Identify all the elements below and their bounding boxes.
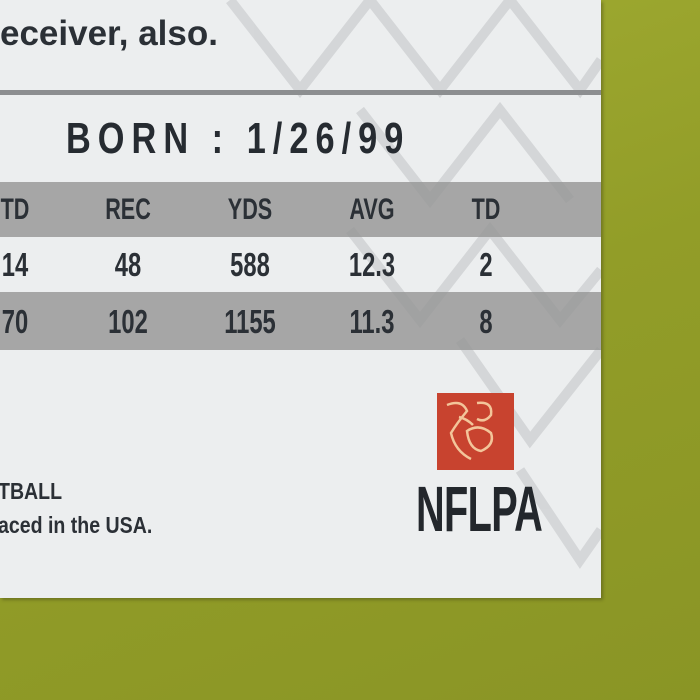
stats-row: 70 102 1155 11.3 8 xyxy=(0,294,601,350)
bio-text: eceiver, also. xyxy=(0,14,218,53)
stat-cell: 14 xyxy=(1,246,29,283)
stats-header-row: TD REC YDS AVG TD xyxy=(0,182,601,238)
stat-cell: 11.3 xyxy=(349,303,395,340)
header-band xyxy=(0,182,601,237)
stat-cell: 102 xyxy=(108,303,148,340)
stat-cell: 12.3 xyxy=(348,246,396,283)
footer-text: TBALL xyxy=(0,478,63,504)
stat-cell: 2 xyxy=(479,246,493,283)
nflpa-wordmark: NFLPA xyxy=(416,473,543,545)
divider xyxy=(0,90,601,95)
column-header: TD xyxy=(471,193,501,226)
stat-cell: 1155 xyxy=(224,303,276,340)
column-header: AVG xyxy=(349,193,395,226)
stat-cell: 70 xyxy=(1,303,29,340)
stat-cell: 588 xyxy=(230,246,270,283)
birth-date: BORN : 1/26/99 xyxy=(66,114,411,163)
stats-row: 14 48 588 12.3 2 xyxy=(0,237,601,293)
stat-cell: 8 xyxy=(479,303,493,340)
footer-text: aced in the USA. xyxy=(0,512,153,538)
column-header: YDS xyxy=(227,193,273,226)
trading-card-back: eceiver, also. BORN : 1/26/99 TD REC YDS… xyxy=(0,0,601,598)
column-header: TD xyxy=(0,193,30,226)
column-header: REC xyxy=(105,193,151,226)
row-band xyxy=(0,292,601,350)
nflpa-logo-icon xyxy=(437,393,514,470)
stat-cell: 48 xyxy=(114,246,142,283)
